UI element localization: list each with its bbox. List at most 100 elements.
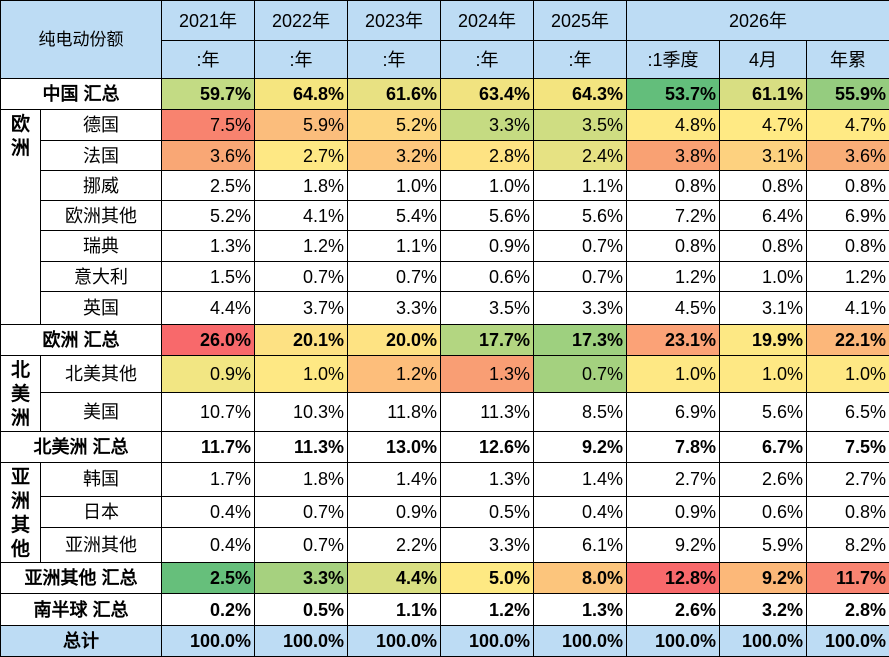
region-group-label: 北美洲 [1, 356, 41, 432]
share-cell: 6.9% [807, 201, 889, 231]
share-cell: 11.7% [807, 563, 889, 594]
share-cell: 2.6% [627, 594, 720, 626]
share-cell: 4.7% [807, 110, 889, 141]
share-cell: 1.2% [627, 262, 720, 292]
share-cell: 3.3% [255, 563, 348, 594]
share-cell: 6.9% [627, 393, 720, 432]
country-label: 韩国 [41, 463, 162, 497]
share-cell: 100.0% [162, 626, 255, 657]
share-cell: 64.3% [534, 79, 627, 110]
share-cell: 20.0% [348, 325, 441, 356]
share-cell: 4.5% [627, 292, 720, 325]
summary-label: 亚洲其他 汇总 [1, 563, 162, 594]
share-cell: 3.3% [534, 292, 627, 325]
period-header: 年累 [807, 41, 889, 79]
share-cell: 0.8% [807, 231, 889, 262]
share-cell: 0.4% [162, 528, 255, 563]
country-label: 瑞典 [41, 231, 162, 262]
total-label: 总计 [1, 626, 162, 657]
share-cell: 1.1% [534, 171, 627, 201]
share-cell: 1.2% [255, 231, 348, 262]
country-label: 英国 [41, 292, 162, 325]
share-cell: 3.6% [807, 141, 889, 171]
share-cell: 2.6% [720, 463, 807, 497]
region-group-char: 洲 [2, 490, 39, 514]
country-label: 美国 [41, 393, 162, 432]
share-cell: 11.3% [441, 393, 534, 432]
share-cell: 59.7% [162, 79, 255, 110]
share-cell: 3.5% [441, 292, 534, 325]
share-cell: 2.2% [348, 528, 441, 563]
share-cell: 13.0% [348, 432, 441, 463]
share-cell: 22.1% [807, 325, 889, 356]
share-cell: 4.4% [348, 563, 441, 594]
country-label: 挪威 [41, 171, 162, 201]
share-cell: 3.5% [534, 110, 627, 141]
region-group-char: 洲 [2, 137, 39, 161]
share-cell: 3.7% [255, 292, 348, 325]
region-group-char: 北 [2, 359, 39, 383]
share-cell: 100.0% [807, 626, 889, 657]
share-cell: 0.8% [807, 496, 889, 528]
share-cell: 4.7% [720, 110, 807, 141]
period-header: :年 [255, 41, 348, 79]
share-cell: 100.0% [255, 626, 348, 657]
share-cell: 2.7% [807, 463, 889, 497]
share-cell: 6.4% [720, 201, 807, 231]
share-cell: 5.4% [348, 201, 441, 231]
share-cell: 2.4% [534, 141, 627, 171]
share-cell: 1.3% [441, 463, 534, 497]
share-cell: 8.0% [534, 563, 627, 594]
share-cell: 1.7% [162, 463, 255, 497]
share-cell: 1.3% [534, 594, 627, 626]
share-cell: 3.8% [627, 141, 720, 171]
share-cell: 100.0% [441, 626, 534, 657]
share-cell: 100.0% [348, 626, 441, 657]
year-header: 2025年 [534, 1, 627, 41]
country-label: 意大利 [41, 262, 162, 292]
region-group-char: 欧 [2, 113, 39, 137]
share-cell: 55.9% [807, 79, 889, 110]
share-cell: 0.8% [627, 171, 720, 201]
region-group-char: 其 [2, 514, 39, 538]
region-group-label: 亚洲其他 [1, 463, 41, 563]
share-cell: 0.9% [441, 231, 534, 262]
period-header: :年 [348, 41, 441, 79]
share-cell: 1.2% [348, 356, 441, 393]
share-cell: 1.3% [441, 356, 534, 393]
share-cell: 3.2% [720, 594, 807, 626]
share-cell: 3.1% [720, 292, 807, 325]
share-cell: 5.0% [441, 563, 534, 594]
share-cell: 11.3% [255, 432, 348, 463]
share-cell: 11.7% [162, 432, 255, 463]
share-cell: 2.8% [807, 594, 889, 626]
share-cell: 61.1% [720, 79, 807, 110]
share-cell: 0.9% [627, 496, 720, 528]
share-cell: 1.0% [348, 171, 441, 201]
share-cell: 8.5% [534, 393, 627, 432]
share-cell: 0.5% [255, 594, 348, 626]
share-cell: 100.0% [720, 626, 807, 657]
share-cell: 0.6% [720, 496, 807, 528]
share-cell: 0.9% [162, 356, 255, 393]
share-cell: 0.6% [441, 262, 534, 292]
share-cell: 2.8% [441, 141, 534, 171]
share-cell: 0.7% [255, 262, 348, 292]
share-cell: 5.9% [720, 528, 807, 563]
share-cell: 4.8% [627, 110, 720, 141]
share-cell: 12.8% [627, 563, 720, 594]
share-cell: 20.1% [255, 325, 348, 356]
